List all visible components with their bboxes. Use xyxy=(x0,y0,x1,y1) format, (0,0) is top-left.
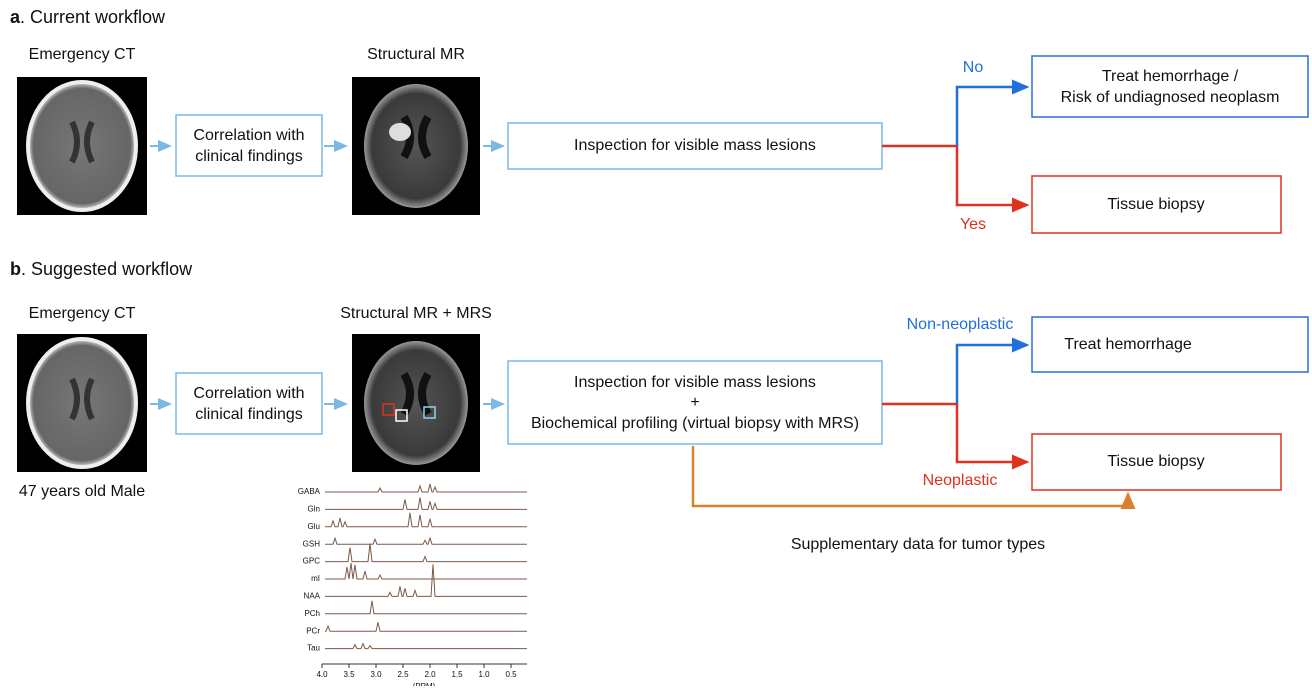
spectrum-trace xyxy=(325,601,527,614)
tick-label: 3.5 xyxy=(343,670,355,679)
branch-label: No xyxy=(963,59,984,76)
spectrum-trace xyxy=(325,497,527,509)
box-text: clinical findings xyxy=(195,148,303,165)
panel-title-text: . Current workflow xyxy=(20,7,166,27)
metabolite-label: GABA xyxy=(298,487,321,496)
panel-title: b. Suggested workflow xyxy=(10,259,193,279)
spectrum-trace xyxy=(325,538,527,544)
panel-title-text: . Suggested workflow xyxy=(21,259,193,279)
box xyxy=(176,115,322,176)
box-text: Tissue biopsy xyxy=(1107,453,1204,470)
branch-label: Non-neoplastic xyxy=(907,316,1014,333)
spectrum-trace xyxy=(325,563,527,579)
tick-label: 2.0 xyxy=(424,670,436,679)
box-text: Inspection for visible mass lesions xyxy=(574,137,816,154)
box-text: Tissue biopsy xyxy=(1107,196,1204,213)
ct-image xyxy=(17,334,147,472)
label: Structural MR xyxy=(367,46,465,63)
metabolite-label: PCh xyxy=(304,609,320,618)
box-text: Correlation with xyxy=(193,127,304,144)
label: 47 years old Male xyxy=(19,483,145,500)
tick-label: 1.5 xyxy=(451,670,463,679)
panel-title: a. Current workflow xyxy=(10,7,166,27)
mr-image xyxy=(352,334,480,472)
box-text: Risk of undiagnosed neoplasm xyxy=(1061,89,1280,106)
ct-image xyxy=(17,77,147,215)
panel-letter: b xyxy=(10,259,21,279)
box-text: Correlation with xyxy=(193,385,304,402)
label: Emergency CT xyxy=(29,46,136,63)
tick-label: 1.0 xyxy=(478,670,490,679)
annotation: Supplementary data for tumor types xyxy=(791,536,1045,553)
panel-b: b. Suggested workflow Emergency CT 47 ye… xyxy=(10,259,1308,686)
box-text: Treat hemorrhage xyxy=(1064,336,1192,353)
arrow xyxy=(882,146,1027,205)
spectrum-trace xyxy=(325,513,527,527)
axis-label: (PPM) xyxy=(413,682,436,686)
tick-label: 0.5 xyxy=(505,670,517,679)
metabolite-label: Gln xyxy=(308,505,320,514)
branch-label: Yes xyxy=(960,216,986,233)
metabolite-label: PCr xyxy=(306,626,320,635)
box-text: Biochemical profiling (virtual biopsy wi… xyxy=(531,415,859,432)
tick-label: 4.0 xyxy=(316,670,328,679)
metabolite-label: GPC xyxy=(303,557,321,566)
spectrum-trace xyxy=(325,484,527,492)
box xyxy=(1032,56,1308,117)
metabolite-label: NAA xyxy=(304,592,321,601)
panel-a: a. Current workflow Emergency CT Correla… xyxy=(10,7,1308,233)
box-text: Treat hemorrhage / xyxy=(1102,68,1239,85)
arrow xyxy=(882,404,1027,462)
arrow xyxy=(957,87,1027,146)
spectrum-trace xyxy=(325,544,527,562)
metabolite-label: GSH xyxy=(303,539,321,548)
spectrum-trace xyxy=(325,622,527,631)
box-text: Inspection for visible mass lesions xyxy=(574,374,816,391)
mrs-spectrum: GABA Gln Glu GSH GPC mI NAA PCh PCr Tau 4.0 3.5 3.0 2… xyxy=(298,484,527,686)
metabolite-label: Glu xyxy=(308,522,320,531)
box-text: clinical findings xyxy=(195,406,303,423)
metabolite-label: Tau xyxy=(307,644,320,653)
box-text: + xyxy=(690,394,699,411)
mr-image xyxy=(352,77,480,215)
branch-label: Neoplastic xyxy=(923,472,998,489)
tick-label: 2.5 xyxy=(397,670,409,679)
box xyxy=(176,373,322,434)
label: Structural MR + MRS xyxy=(340,305,492,322)
spectrum-trace xyxy=(325,644,527,649)
label: Emergency CT xyxy=(29,305,136,322)
tick-label: 3.0 xyxy=(370,670,382,679)
workflow-figure: a. Current workflow Emergency CT Correla… xyxy=(0,0,1312,686)
arrow xyxy=(957,345,1027,404)
metabolite-label: mI xyxy=(311,574,320,583)
